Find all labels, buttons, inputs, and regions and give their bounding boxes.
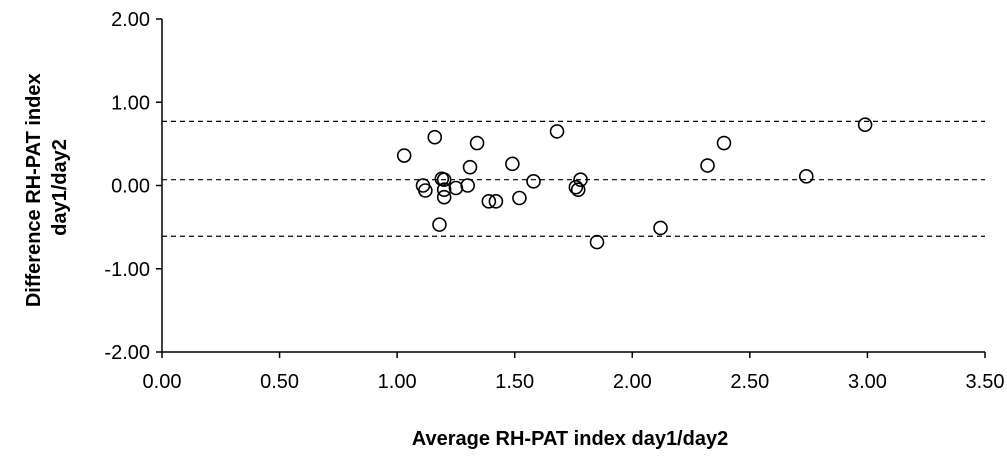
data-point [418, 183, 433, 198]
data-point [653, 220, 668, 236]
data-point [700, 158, 715, 173]
data-point [573, 172, 588, 187]
data-point [436, 172, 452, 187]
x-tick-label: 2.00 [613, 371, 652, 393]
data-point [481, 194, 497, 209]
x-ticks: 0.00 0.50 1.00 1.50 2.00 2.50 3.00 3.50 [143, 352, 1005, 393]
x-tick-label: 3.00 [848, 371, 887, 393]
data-point [427, 129, 443, 145]
y-tick-label: 1.00 [111, 92, 150, 114]
reference-lines [162, 120, 985, 237]
x-tick-label: 1.00 [378, 371, 417, 393]
data-point [448, 180, 464, 196]
x-tick-label: 0.50 [260, 371, 299, 393]
data-point [798, 169, 814, 184]
data-point [469, 135, 485, 151]
y-tick-label: -2.00 [104, 342, 150, 364]
data-point [589, 234, 605, 250]
data-point [570, 182, 586, 197]
x-tick-label: 3.50 [966, 371, 1005, 393]
y-tick-label: -1.00 [104, 259, 150, 281]
data-points [396, 117, 873, 250]
data-point [436, 189, 452, 205]
y-axis-title-line-2: day1/day2 [49, 139, 71, 236]
data-point [436, 182, 452, 197]
y-tick-label: 2.00 [111, 9, 150, 31]
x-tick-label: 1.50 [495, 371, 534, 393]
data-point [857, 117, 873, 133]
data-point [512, 190, 527, 206]
y-axis-title: Difference RH-PAT index day1/day2 [23, 68, 71, 307]
data-point [460, 178, 475, 193]
data-point [488, 194, 504, 209]
x-axis-title: Average RH-PAT index day1/day2 [412, 428, 728, 450]
data-point [462, 159, 478, 175]
data-point [716, 135, 732, 151]
x-tick-label: 2.50 [730, 371, 769, 393]
y-ticks: 2.00 1.00 0.00 -1.00 -2.00 [104, 9, 162, 364]
y-tick-label: 0.00 [111, 176, 150, 198]
data-point [396, 148, 412, 163]
data-point [526, 174, 541, 189]
data-point [505, 156, 520, 172]
x-tick-label: 0.00 [143, 371, 182, 393]
data-point [549, 124, 565, 139]
data-point [568, 179, 584, 195]
y-axis-title-line-1: Difference RH-PAT index [23, 73, 45, 307]
data-point [432, 217, 447, 232]
